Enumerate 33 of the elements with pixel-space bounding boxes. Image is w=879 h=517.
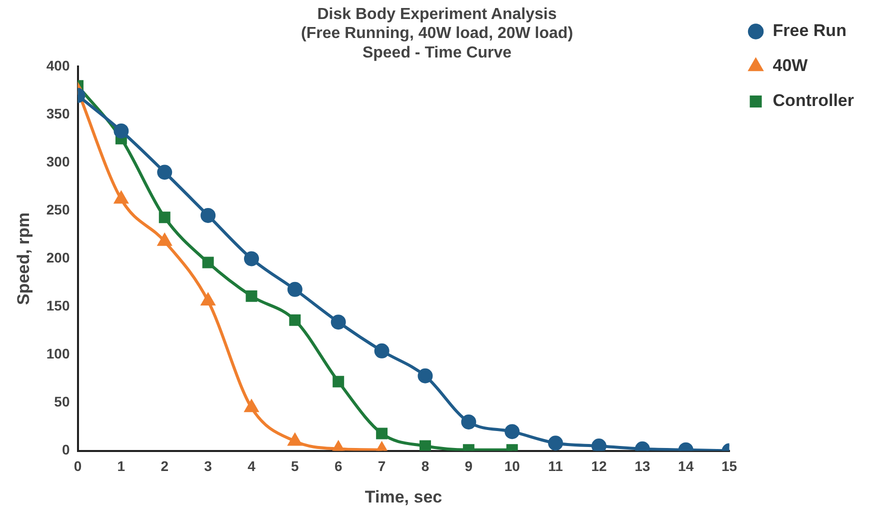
x-tick-label: 6	[334, 458, 342, 474]
y-tick-label: 0	[62, 442, 70, 458]
y-axis-title: Speed, rpm	[14, 212, 33, 305]
y-tick-label: 400	[46, 57, 70, 74]
x-tick-label: 9	[464, 458, 473, 474]
x-tick-label: 11	[548, 458, 564, 474]
x-tick-label: 10	[504, 458, 520, 474]
x-axis-title: Time, sec	[364, 487, 442, 506]
legend-label: Controller	[772, 91, 854, 110]
y-tick-label: 300	[46, 154, 70, 170]
x-tick-label: 13	[634, 458, 650, 474]
x-tick-label: 8	[421, 458, 430, 474]
y-tick-label: 100	[46, 346, 70, 362]
x-tick-label: 14	[678, 458, 694, 474]
x-tick-label: 15	[721, 458, 738, 474]
x-tick-label: 5	[291, 458, 300, 474]
text: (Free Running, 40W load, 20W load)	[300, 25, 574, 42]
x-tick-label: 12	[591, 458, 607, 474]
legend-label: Free Run	[772, 21, 846, 40]
x-tick-label: 0	[74, 458, 82, 474]
x-tick-label: 3	[204, 458, 212, 474]
text: Speed - Time Curve	[362, 44, 512, 62]
y-tick-label: 250	[46, 202, 70, 218]
text: Disk Body Experiment Analysis	[317, 6, 557, 24]
x-tick-label: 4	[248, 458, 256, 474]
x-tick-label: 1	[117, 458, 126, 474]
y-tick-label: 150	[46, 298, 70, 314]
y-tick-label: 200	[46, 250, 70, 266]
x-tick-label: 2	[160, 458, 169, 474]
y-tick-label: 50	[54, 394, 70, 410]
legend-label: 40W	[772, 56, 809, 76]
x-tick-label: 7	[378, 458, 386, 474]
y-tick-label: 350	[46, 105, 70, 122]
